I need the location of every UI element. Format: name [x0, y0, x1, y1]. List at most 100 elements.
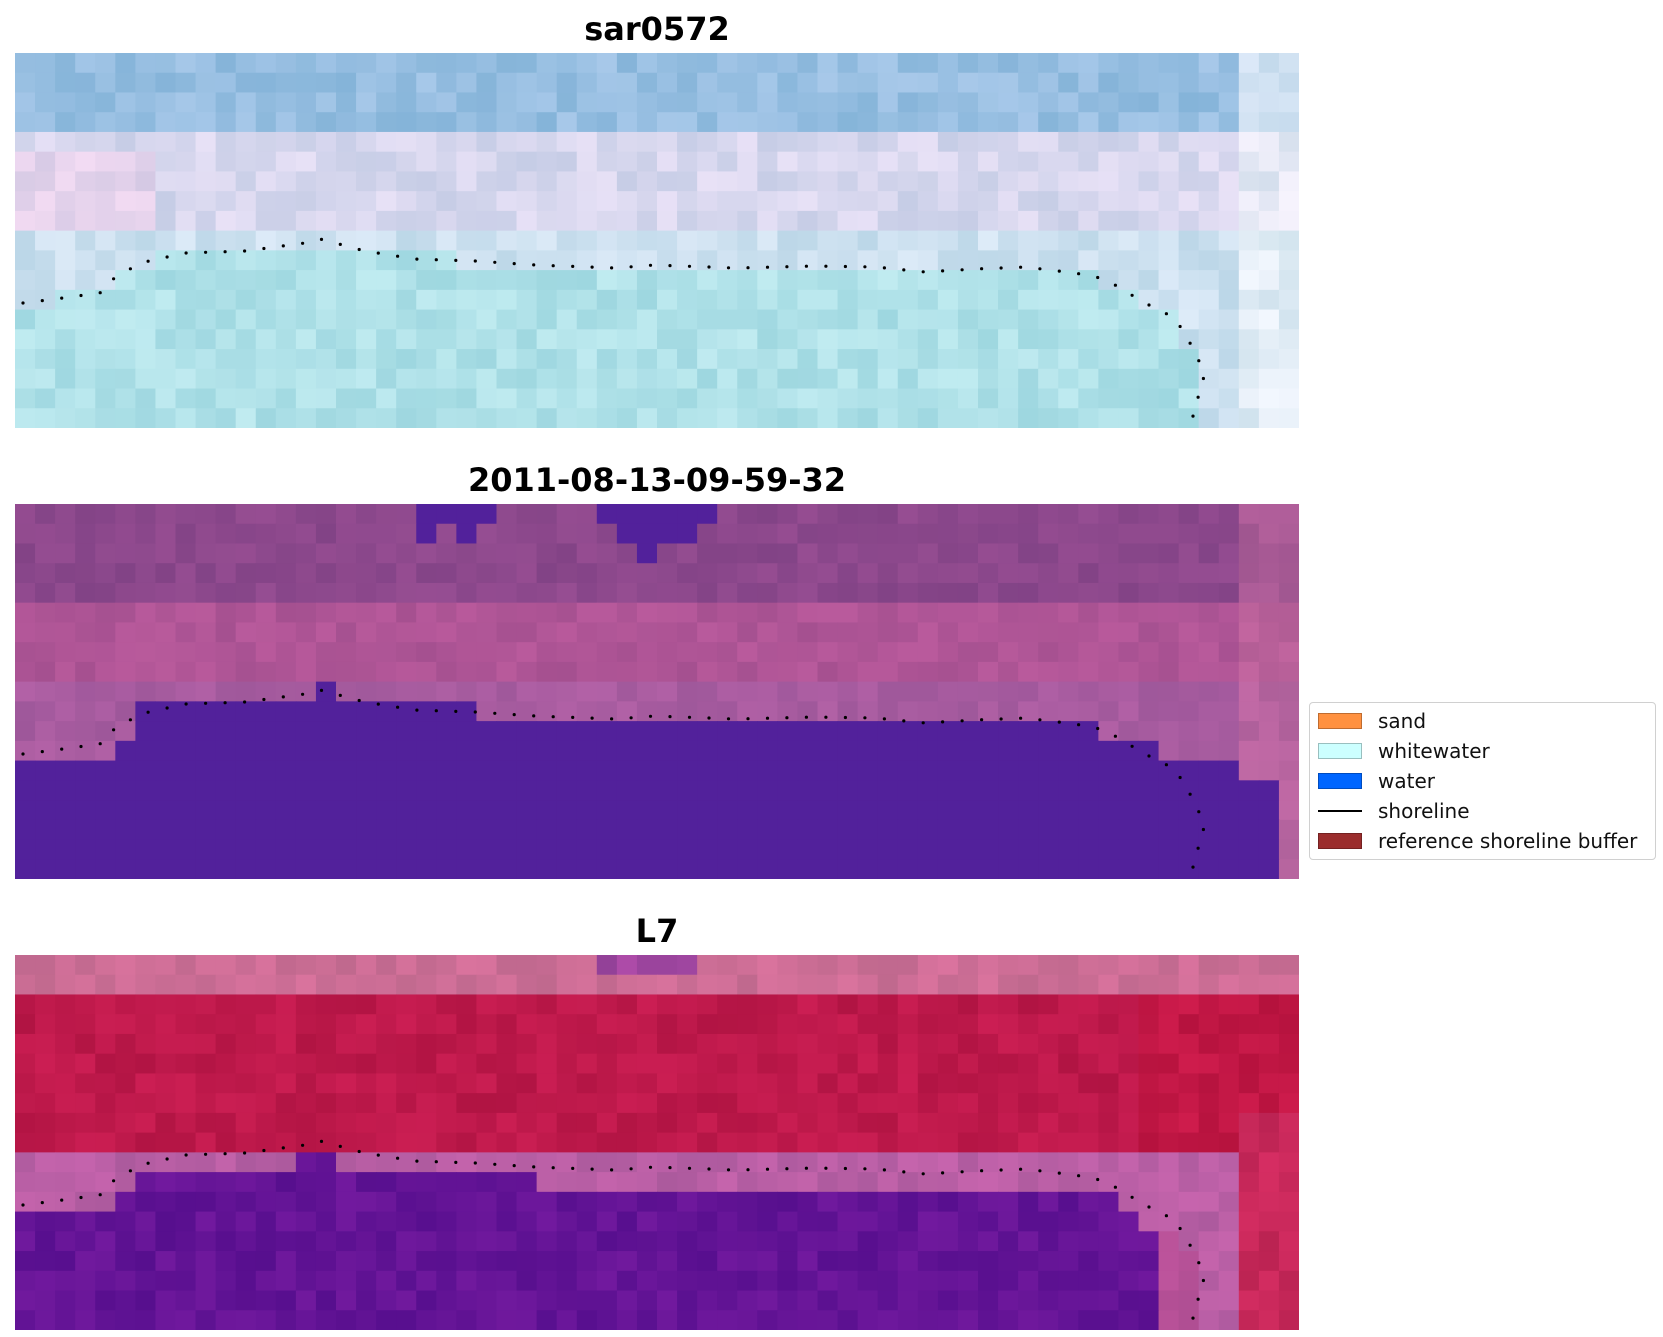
- pixel: [1138, 408, 1160, 428]
- pixel: [135, 151, 157, 173]
- pixel: [115, 955, 136, 976]
- pixel: [1258, 210, 1280, 232]
- pixel: [376, 800, 397, 821]
- pixel: [1078, 622, 1099, 643]
- pixel: [596, 582, 618, 604]
- pixel: [576, 1014, 598, 1035]
- pixel: [797, 1191, 819, 1213]
- pixel: [155, 289, 177, 311]
- pixel: [697, 859, 718, 879]
- pixel: [1178, 1251, 1200, 1272]
- pixel: [1098, 1251, 1120, 1272]
- pixel: [657, 721, 678, 742]
- pixel: [496, 1152, 518, 1173]
- pixel: [757, 523, 778, 545]
- shoreline-point: [1057, 1171, 1061, 1175]
- shoreline-point: [726, 1168, 731, 1172]
- pixel: [777, 622, 799, 643]
- pixel: [336, 329, 357, 350]
- pixel: [757, 151, 778, 173]
- pixel: [75, 408, 96, 428]
- pixel: [1238, 622, 1260, 643]
- pixel: [476, 780, 498, 801]
- pixel: [175, 800, 197, 821]
- pixel: [797, 329, 819, 350]
- shoreline-point: [551, 264, 555, 268]
- pixel: [376, 1290, 397, 1311]
- shoreline-point: [707, 716, 711, 720]
- pixel: [636, 1310, 658, 1330]
- pixel: [797, 701, 819, 722]
- pixel: [416, 368, 437, 390]
- pixel: [456, 839, 478, 860]
- pixel: [35, 1251, 56, 1272]
- pixel: [1178, 230, 1200, 251]
- pixel: [978, 681, 999, 702]
- pixel: [817, 388, 839, 409]
- pixel: [797, 661, 819, 683]
- pixel: [837, 210, 859, 232]
- shoreline-point: [1197, 1261, 1201, 1265]
- pixel: [55, 1251, 76, 1272]
- pixel: [175, 1053, 197, 1075]
- pixel: [1178, 504, 1200, 525]
- pixel: [436, 230, 457, 251]
- pixel: [275, 1152, 297, 1173]
- pixel: [576, 760, 598, 781]
- pixel: [255, 780, 277, 801]
- pixel: [817, 250, 839, 271]
- pixel: [757, 368, 778, 390]
- pixel: [516, 859, 538, 879]
- pixel: [957, 1073, 979, 1094]
- pixel: [777, 1191, 799, 1213]
- pixel: [496, 780, 518, 801]
- pixel: [837, 1172, 859, 1193]
- pixel: [1178, 780, 1200, 801]
- pixel: [737, 191, 758, 212]
- pixel: [115, 210, 136, 232]
- pixel: [1238, 230, 1260, 251]
- pixel: [717, 408, 738, 428]
- pixel: [576, 329, 598, 350]
- pixel: [416, 800, 437, 821]
- pixel: [496, 1112, 518, 1134]
- pixel: [817, 349, 839, 370]
- pixel: [255, 270, 277, 291]
- pixel: [1218, 1033, 1240, 1055]
- pixel: [376, 1014, 397, 1035]
- pixel: [155, 270, 177, 291]
- pixel: [516, 1033, 538, 1055]
- pixel: [75, 151, 96, 173]
- pixel: [55, 151, 76, 173]
- shoreline-point: [765, 265, 770, 269]
- pixel: [957, 1191, 979, 1213]
- pixel: [1198, 1014, 1220, 1035]
- shoreline-point: [40, 299, 44, 303]
- pixel: [215, 1073, 237, 1094]
- pixel: [135, 1231, 157, 1252]
- pixel: [857, 53, 879, 74]
- pixel: [1178, 760, 1200, 781]
- pixel: [917, 191, 939, 212]
- pixel: [1278, 1290, 1299, 1311]
- pixel: [1138, 1211, 1160, 1232]
- shoreline-point: [707, 265, 711, 269]
- pixel: [235, 1270, 257, 1292]
- pixel: [697, 388, 718, 409]
- pixel: [1138, 543, 1160, 564]
- pixel: [496, 131, 518, 153]
- pixel: [596, 859, 618, 879]
- pixel: [175, 582, 197, 604]
- pixel: [536, 760, 558, 781]
- pixel: [737, 1310, 758, 1330]
- pixel: [275, 701, 297, 722]
- pixel: [175, 72, 197, 94]
- pixel: [1158, 210, 1180, 232]
- pixel: [737, 1014, 758, 1035]
- shoreline-point: [319, 237, 324, 241]
- pixel: [255, 543, 277, 564]
- pixel: [917, 1053, 939, 1075]
- shoreline-point: [338, 1144, 342, 1148]
- pixel: [777, 994, 799, 1015]
- pixel: [857, 230, 879, 251]
